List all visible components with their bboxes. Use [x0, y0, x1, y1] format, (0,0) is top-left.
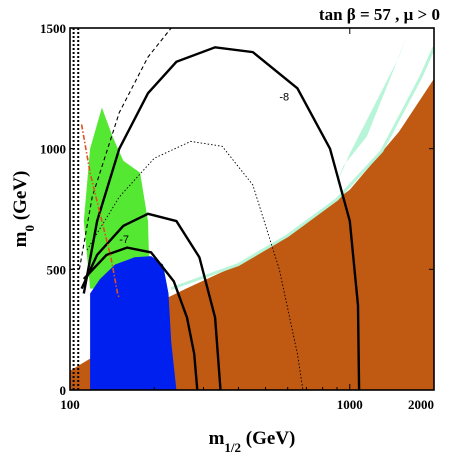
contour-line-4	[78, 28, 172, 270]
y-tick-label: 0	[60, 383, 67, 398]
limit-line-higgs_limit	[80, 124, 121, 299]
x-tick-label: 100	[60, 397, 80, 412]
b-to-s-gamma-region	[90, 256, 177, 390]
contour-label: -8	[279, 91, 289, 103]
contour-line-3	[86, 140, 304, 390]
plot-frame	[69, 27, 435, 391]
contour-label: -7	[119, 234, 129, 246]
y-tick-label: 1000	[40, 142, 66, 157]
axes: 0 500 1000 1500 100 1000 2000	[40, 21, 435, 412]
contour-line-1	[82, 246, 199, 390]
plot-area	[70, 28, 434, 390]
x-tick-label: 1000	[337, 397, 363, 412]
y-tick-label: 1500	[40, 21, 66, 36]
x-tick-label: 2000	[408, 397, 434, 412]
relic-density-strip	[170, 46, 434, 291]
contour-labels: -8 -7	[119, 91, 289, 245]
x-axis-label: m1/2 (GeV)	[209, 428, 296, 455]
y-axis-label: m0 (GeV)	[10, 171, 37, 248]
relic-density-island	[334, 35, 407, 190]
y-tick-label: 500	[47, 262, 67, 277]
contour-line-2	[80, 212, 222, 390]
chart-title: tan β = 57 , μ > 0	[319, 5, 440, 24]
contour-line-0	[82, 46, 361, 390]
g-minus-2-region	[83, 107, 150, 289]
